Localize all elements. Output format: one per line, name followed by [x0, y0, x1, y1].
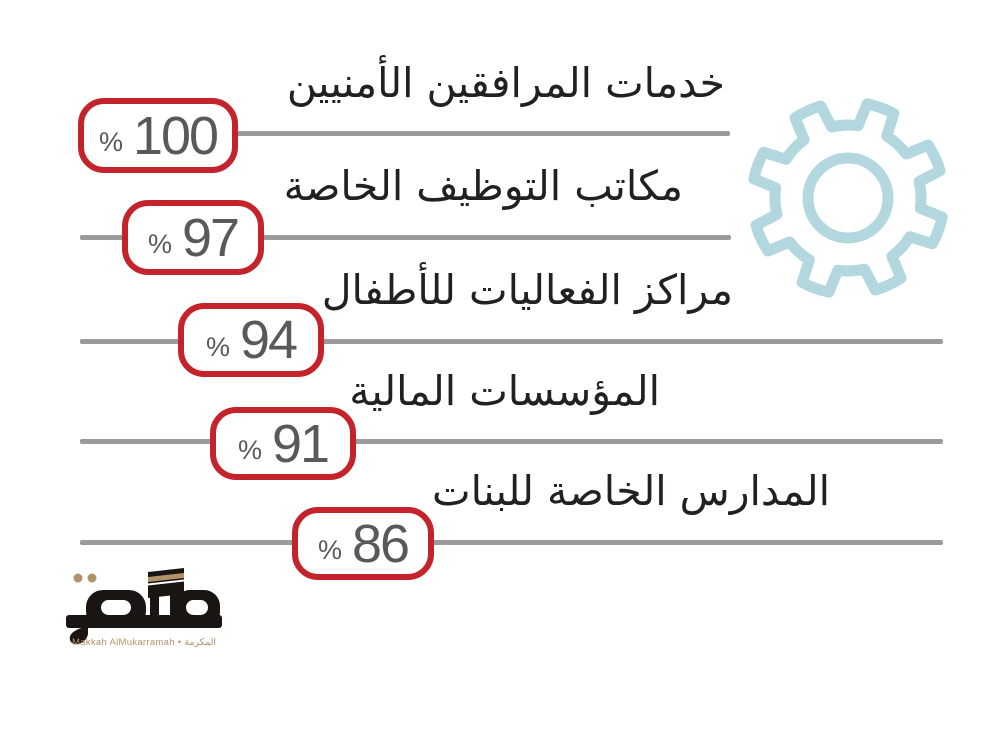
- percent-value: 97: [181, 207, 240, 268]
- logo-baseline: [66, 615, 222, 628]
- row-label: مكاتب التوظيف الخاصة: [283, 162, 684, 210]
- row-track-line: [236, 131, 730, 136]
- percent-badge: % 100: [78, 98, 238, 173]
- logo-tagline: Makkah AlMukarramah • المكرمة: [72, 637, 216, 648]
- row-label: المؤسسات المالية: [349, 367, 661, 415]
- percent-value: 94: [239, 310, 298, 370]
- percent-value: 91: [271, 413, 330, 474]
- percent-sign: %: [147, 229, 172, 259]
- row-label: مراكز الفعاليات للأطفال: [321, 266, 734, 314]
- logo-letter-hole: [186, 600, 208, 615]
- logo-stem: [150, 594, 159, 620]
- row-track-line: [80, 235, 731, 240]
- row-track-line: [80, 439, 943, 444]
- percent-sign: %: [205, 331, 230, 362]
- gear-hub: [802, 152, 894, 244]
- percent-badge: % 86: [292, 507, 434, 580]
- makkah-logo: مكة Makkah AlMukarramah • المكرمة: [58, 568, 233, 653]
- makkah-wordmark-graphic: Makkah AlMukarramah • المكرمة: [66, 568, 222, 648]
- percent-badge: % 97: [122, 200, 264, 275]
- percent-value: 86: [351, 513, 410, 574]
- row-track-line: [80, 540, 943, 545]
- logo-letter-hole: [101, 600, 131, 615]
- gear-outline-path: [748, 98, 948, 298]
- row-label: خدمات المرافقين الأمنيين: [286, 59, 726, 107]
- percent-badge: % 91: [210, 407, 356, 480]
- row-label: المدارس الخاصة للبنات: [432, 467, 831, 515]
- logo-tail: [69, 618, 88, 645]
- logo-dot: [73, 573, 83, 583]
- gear-icon: [748, 98, 948, 298]
- kaaba-band: [148, 573, 184, 582]
- percent-value: 100: [132, 105, 219, 166]
- logo-dot: [87, 573, 97, 583]
- kaaba-band-line: [148, 579, 184, 586]
- percent-sign: %: [237, 435, 262, 465]
- row-track-line: [80, 339, 943, 344]
- percent-sign: %: [98, 127, 123, 157]
- percent-badge: % 94: [178, 303, 324, 377]
- logo-stem: [170, 590, 179, 620]
- percent-sign: %: [317, 535, 342, 565]
